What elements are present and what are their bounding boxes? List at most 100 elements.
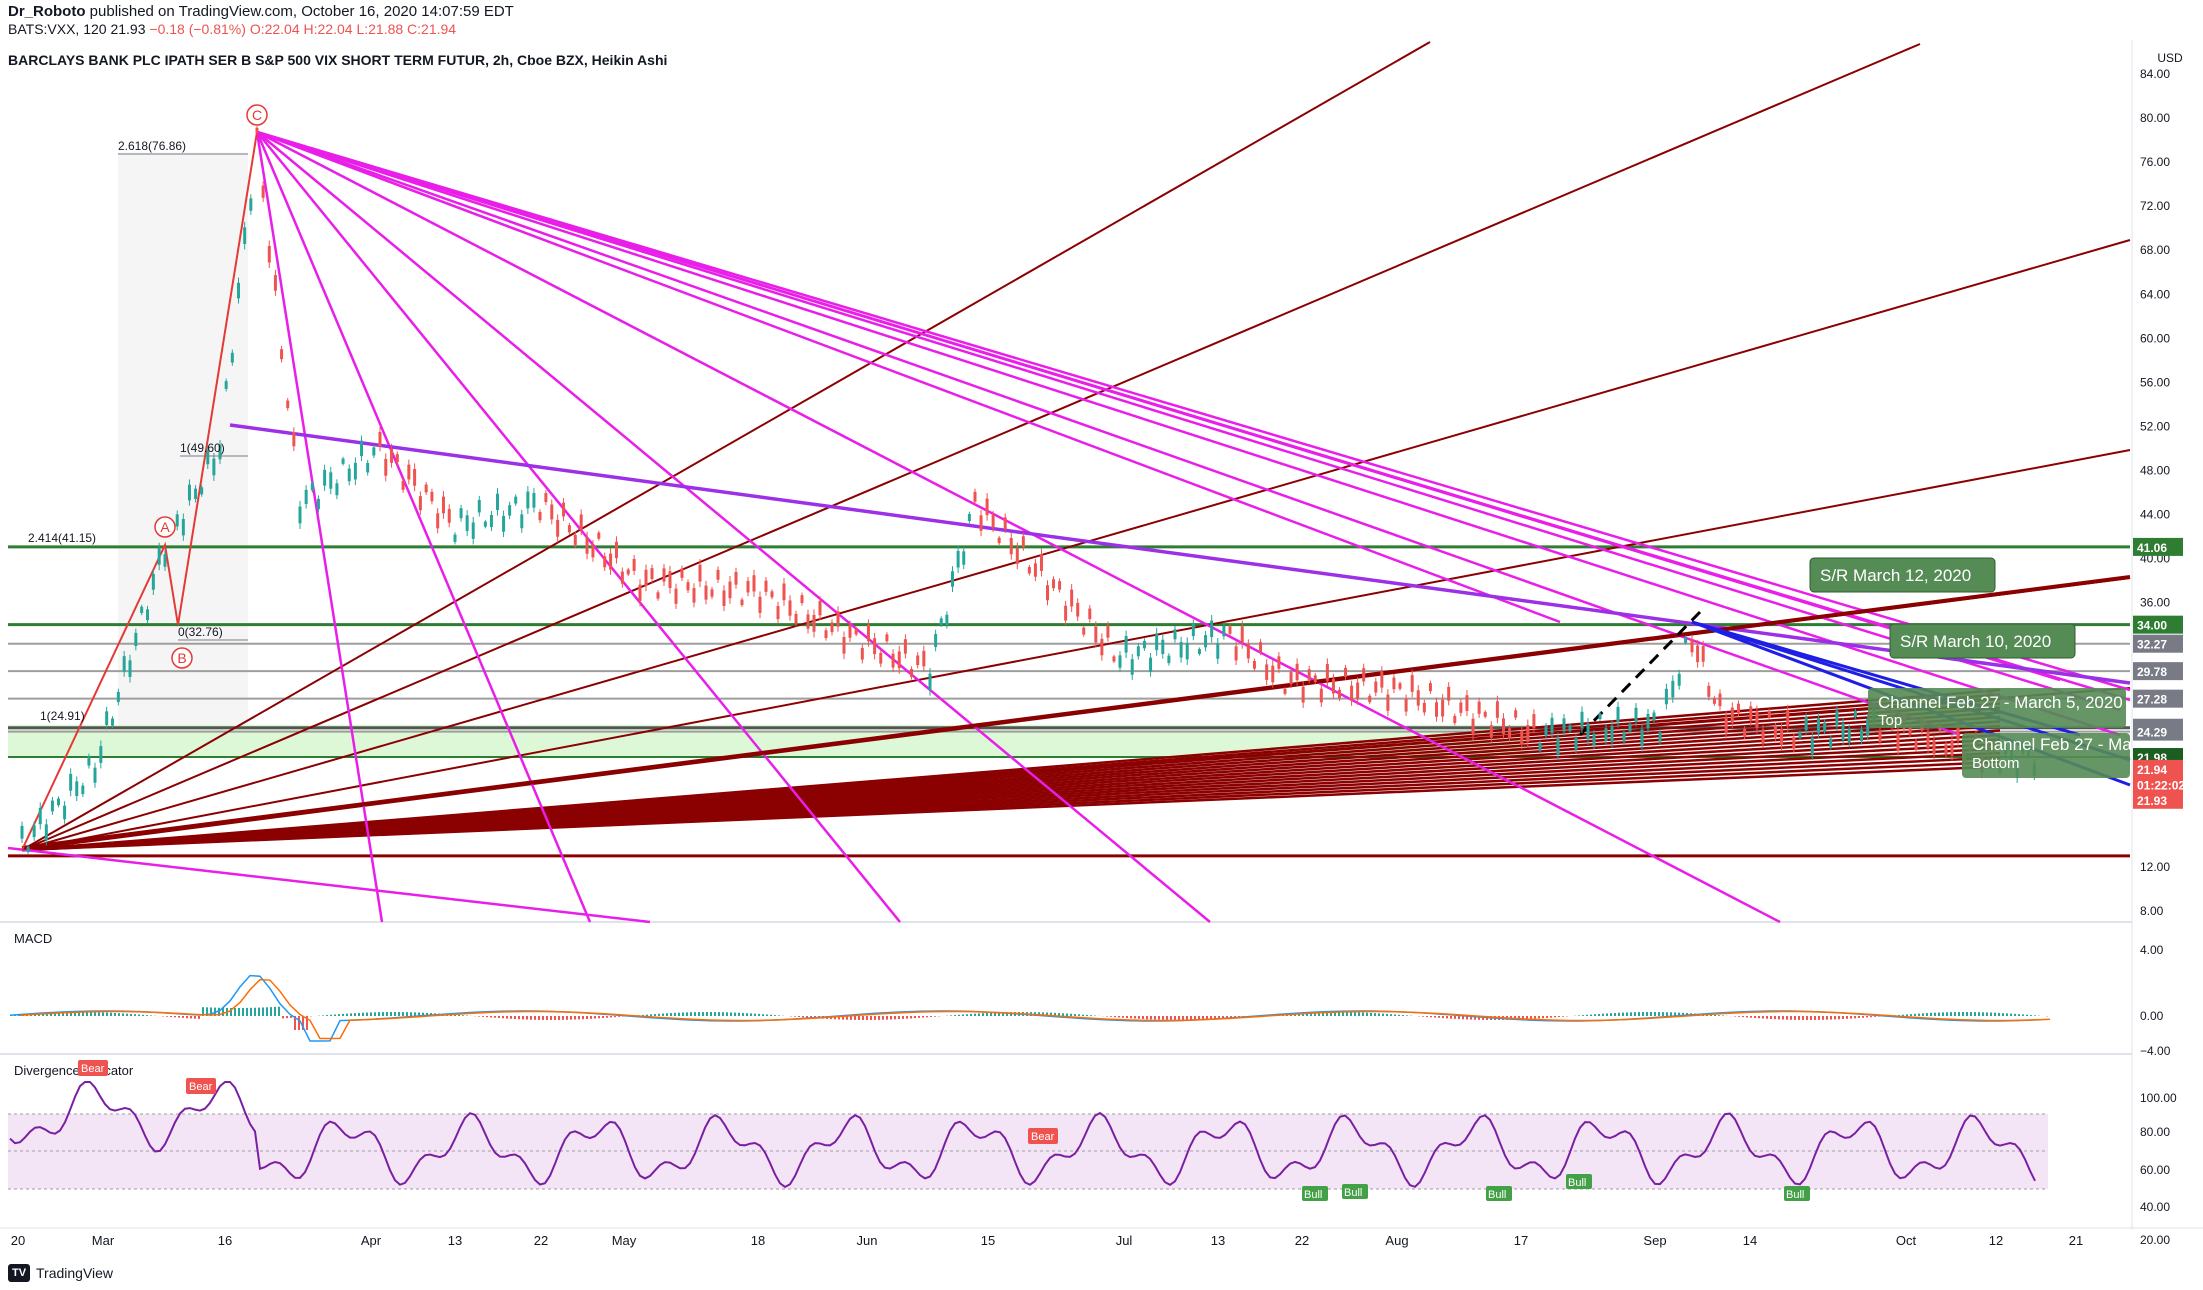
- price-label-box: [2133, 790, 2183, 809]
- candle: [1586, 723, 1590, 740]
- candle: [224, 381, 228, 389]
- candle: [1749, 706, 1753, 721]
- macd-bar: [494, 1016, 496, 1018]
- bull-badge: [1302, 1186, 1328, 1201]
- macd-bar: [1802, 1016, 1804, 1020]
- candle: [662, 568, 666, 582]
- macd-bar: [1178, 1016, 1180, 1020]
- candle: [620, 571, 624, 584]
- macd-bar: [602, 1016, 604, 1019]
- macd-bar: [238, 1007, 240, 1016]
- candle: [1021, 536, 1025, 548]
- time-tick: May: [612, 1233, 637, 1248]
- candle: [1696, 645, 1700, 663]
- macd-bar: [1846, 1016, 1848, 1019]
- macd-bar: [766, 1014, 768, 1016]
- macd-bar: [750, 1013, 752, 1016]
- candle: [1234, 646, 1238, 661]
- candle: [1453, 715, 1457, 724]
- price-label: 34.00: [2137, 619, 2167, 633]
- bear-label: Bear: [1031, 1131, 1055, 1143]
- macd-bar: [838, 1016, 840, 1020]
- candle: [75, 781, 79, 797]
- macd-bar: [282, 1016, 284, 1019]
- candle: [335, 483, 339, 496]
- macd-bar: [1090, 1015, 1092, 1016]
- macd-bar: [54, 1012, 56, 1016]
- candle: [1313, 675, 1317, 683]
- macd-title: MACD: [14, 931, 52, 946]
- macd-bar: [842, 1016, 844, 1020]
- macd-bar: [1326, 1012, 1328, 1016]
- macd-bar: [1166, 1016, 1168, 1020]
- bull-badge: [1342, 1184, 1368, 1199]
- macd-bar: [1650, 1012, 1652, 1016]
- macd-bar: [1190, 1016, 1192, 1020]
- price-tick: 64.00: [2140, 287, 2170, 301]
- candle: [585, 537, 589, 554]
- candle: [1767, 710, 1771, 718]
- macd-bar: [710, 1012, 712, 1016]
- macd-bar: [1754, 1016, 1756, 1018]
- macd-bar: [798, 1016, 800, 1017]
- macd-tick: 0.00: [2140, 1009, 2164, 1023]
- candle: [985, 498, 989, 516]
- callout-sr-mar10: [1889, 623, 2076, 659]
- candle: [603, 556, 607, 568]
- candle: [471, 522, 475, 539]
- macd-bar: [1542, 1016, 1544, 1019]
- candle: [329, 472, 333, 489]
- macd-bar: [1206, 1016, 1208, 1020]
- macd-bar: [882, 1016, 884, 1020]
- tradingview-logo-icon: TV: [8, 1264, 30, 1282]
- macd-bar: [1446, 1016, 1448, 1019]
- fan-line: [21, 765, 2001, 852]
- price-tick: 80.00: [2140, 111, 2170, 125]
- candle: [934, 634, 938, 648]
- macd-bar: [382, 1012, 384, 1016]
- time-tick: 13: [448, 1233, 462, 1248]
- macd-bar: [286, 1016, 288, 1019]
- macd-bar: [174, 1016, 176, 1018]
- candle: [243, 227, 247, 244]
- fan-line-magenta: [255, 131, 384, 923]
- macd-bar: [674, 1012, 676, 1016]
- macd-bar: [666, 1013, 668, 1016]
- candle: [788, 600, 792, 616]
- macd-bar: [586, 1016, 588, 1019]
- candle: [316, 498, 320, 510]
- tradingview-brand[interactable]: TV TradingView: [8, 1264, 113, 1282]
- macd-bar: [506, 1016, 508, 1019]
- candle: [1149, 657, 1153, 672]
- macd-bar: [658, 1013, 660, 1016]
- time-tick: Jun: [857, 1233, 878, 1248]
- fan-line: [21, 43, 1921, 851]
- macd-bar: [1378, 1013, 1380, 1016]
- macd-bar: [726, 1012, 728, 1016]
- macd-bar: [1662, 1012, 1664, 1016]
- macd-bar: [1710, 1014, 1712, 1016]
- macd-bar: [1742, 1016, 1744, 1018]
- macd-bar: [1782, 1016, 1784, 1020]
- macd-bar: [606, 1016, 608, 1018]
- candle: [298, 506, 302, 524]
- macd-bar: [682, 1012, 684, 1016]
- candle: [1435, 702, 1439, 717]
- macd-bar: [1430, 1016, 1432, 1018]
- candle: [1259, 642, 1263, 652]
- candle: [1950, 740, 1954, 756]
- candle: [1853, 710, 1857, 718]
- macd-bar: [1978, 1012, 1980, 1016]
- macd-bar: [410, 1012, 412, 1016]
- candle: [939, 618, 943, 625]
- candle: [261, 185, 265, 198]
- candle: [1640, 729, 1644, 747]
- candle: [1197, 649, 1201, 654]
- candle: [465, 515, 469, 531]
- macd-bar: [614, 1016, 616, 1018]
- macd-bar: [1642, 1012, 1644, 1016]
- candle: [1240, 626, 1244, 644]
- author-name[interactable]: Dr_Roboto: [8, 3, 86, 20]
- macd-bar: [122, 1013, 124, 1016]
